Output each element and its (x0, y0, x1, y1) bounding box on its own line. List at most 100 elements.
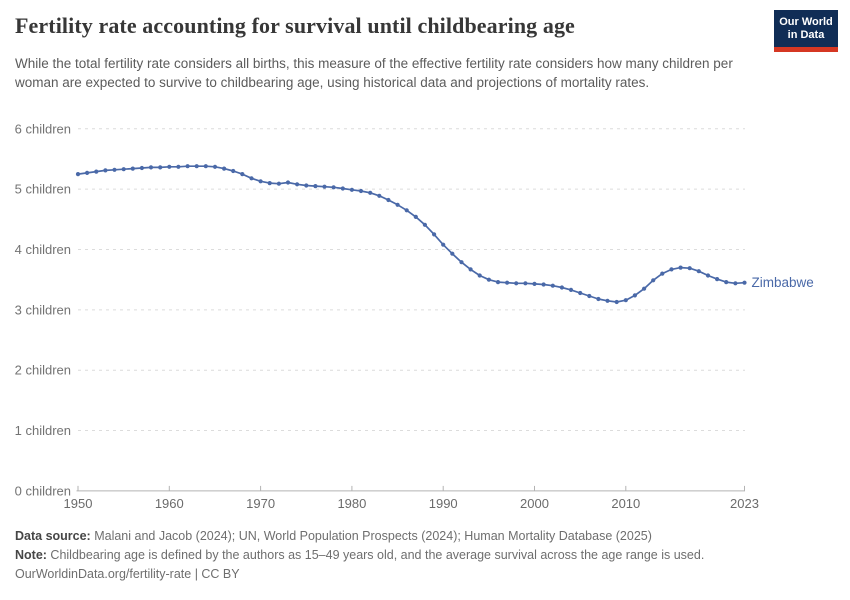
data-point-1961 (176, 164, 181, 169)
data-point-2013 (651, 278, 656, 283)
note-text: Childbearing age is defined by the autho… (46, 548, 705, 562)
page-title: Fertility rate accounting for survival u… (15, 13, 575, 38)
y-axis-label-5: 5 children (15, 182, 71, 197)
data-point-1980 (349, 187, 354, 192)
data-point-2005 (578, 290, 583, 296)
data-point-1985 (395, 202, 400, 207)
x-axis-label-1960: 1960 (155, 496, 184, 511)
data-point-2011 (632, 293, 638, 298)
data-point-1972 (276, 181, 281, 186)
data-point-1966 (222, 166, 227, 171)
footer-url-line: OurWorldinData.org/fertility-rate | CC B… (15, 565, 835, 584)
data-point-1957 (139, 165, 144, 171)
data-point-2022 (733, 281, 738, 286)
data-point-2001 (541, 282, 546, 287)
data-point-2014 (660, 271, 665, 276)
owid-logo[interactable]: Our World in Data (774, 10, 838, 52)
x-axis-label-1970: 1970 (246, 496, 275, 511)
chart-subtitle: While the total fertility rate considers… (15, 56, 733, 90)
y-axis-label-1: 1 children (15, 423, 71, 438)
data-point-1996 (495, 280, 501, 285)
owid-logo-line2: in Data (787, 28, 825, 41)
data-point-2008 (605, 298, 610, 303)
data-point-1977 (322, 184, 327, 189)
data-point-2007 (596, 296, 601, 302)
data-point-1975 (304, 183, 309, 188)
chart-area: 0 children 1 children 2 children 3 children… (0, 118, 850, 518)
data-point-1998 (514, 281, 519, 286)
data-point-2023 (742, 280, 747, 285)
data-point-1963 (194, 164, 199, 169)
data-point-1958 (148, 165, 154, 170)
data-point-1994 (477, 273, 482, 278)
data-point-1970 (258, 179, 263, 184)
x-axis-label-1950: 1950 (64, 496, 93, 511)
x-axis-label-2010: 2010 (611, 496, 640, 511)
data-point-1962 (185, 164, 190, 169)
y-axis-label-0: 0 children (15, 483, 71, 498)
data-point-1987 (413, 214, 418, 219)
data-point-2009 (614, 299, 619, 305)
data-point-1953 (103, 168, 108, 173)
data-point-1956 (130, 166, 135, 171)
data-point-1990 (441, 242, 446, 247)
data-point-1992 (459, 260, 464, 265)
data-point-2018 (696, 269, 701, 274)
data-point-1969 (249, 176, 254, 181)
data-point-1986 (404, 208, 409, 213)
data-point-2015 (669, 267, 674, 272)
data-point-2010 (623, 298, 628, 303)
data-point-1973 (285, 180, 291, 185)
data-point-2003 (559, 285, 565, 290)
x-axis-label-2023: 2023 (730, 496, 759, 511)
owid-logo-line1: Our World (779, 15, 833, 28)
data-point-1989 (432, 232, 437, 237)
y-axis-label-3: 3 children (15, 302, 71, 317)
data-point-2020 (715, 277, 720, 282)
line-chart-canvas: 0 children 1 children 2 children 3 children… (15, 121, 814, 511)
x-axis-label-1980: 1980 (337, 496, 366, 511)
x-axis-label-2000: 2000 (520, 496, 549, 511)
data-point-2021 (724, 280, 729, 285)
data-point-1967 (231, 168, 236, 174)
data-point-2002 (550, 283, 555, 288)
data-point-1983 (377, 193, 382, 198)
data-point-1976 (313, 184, 318, 189)
data-point-1954 (112, 167, 117, 172)
data-point-1995 (486, 277, 491, 282)
data-point-1965 (212, 164, 218, 169)
data-point-1988 (422, 222, 427, 227)
data-point-1979 (340, 186, 345, 191)
data-point-2012 (642, 286, 647, 291)
y-axis-label-4: 4 children (15, 242, 71, 257)
data-point-2019 (705, 273, 711, 278)
datasource-text: Malani and Jacob (2024); UN, World Popul… (90, 529, 652, 543)
note-label: Note: (15, 548, 47, 562)
footer-url[interactable]: OurWorldinData.org/fertility-rate | CC B… (15, 567, 240, 581)
data-point-2006 (587, 293, 592, 299)
data-point-1997 (505, 280, 510, 285)
data-point-1974 (295, 182, 300, 187)
data-point-2016 (678, 265, 683, 270)
data-point-2004 (568, 287, 574, 292)
data-point-1959 (158, 165, 163, 170)
data-point-1968 (240, 172, 245, 177)
data-point-1955 (121, 167, 126, 172)
data-point-1993 (468, 267, 473, 272)
y-axis-label-6: 6 children (15, 121, 71, 136)
data-point-1999 (523, 281, 528, 286)
data-point-1978 (331, 185, 336, 190)
data-point-1951 (85, 170, 90, 175)
y-axis-label-2: 2 children (15, 363, 71, 378)
data-point-1950 (75, 172, 81, 177)
data-point-1984 (386, 197, 391, 203)
footer-datasource-line: Data source: Malani and Jacob (2024); UN… (15, 527, 835, 546)
series-label-zimbabwe[interactable]: Zimbabwe (752, 275, 814, 290)
data-point-1991 (450, 251, 455, 256)
footer: Data source: Malani and Jacob (2024); UN… (15, 527, 835, 584)
data-point-2000 (532, 281, 537, 286)
x-axis-label-1990: 1990 (429, 496, 458, 511)
data-point-1971 (267, 181, 272, 186)
data-point-1982 (368, 190, 373, 195)
